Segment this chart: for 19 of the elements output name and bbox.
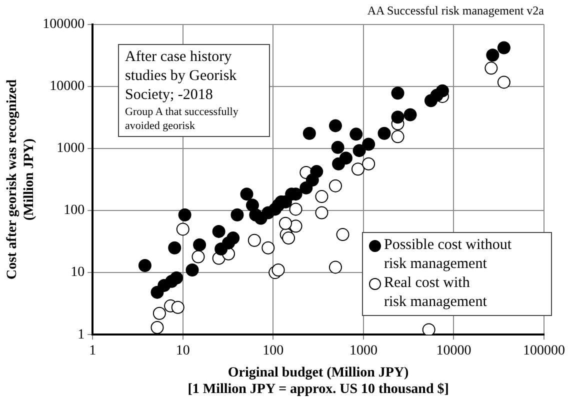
y-tick-label: 10 [70, 265, 85, 280]
legend-label: Possible cost without risk management [384, 236, 512, 274]
x-tick-label: 100 [262, 344, 284, 359]
annotation: After case history studies by Georisk Society; -2018 [125, 48, 238, 105]
x-tick-label: 100000 [523, 344, 565, 359]
y-tick-label: 1000 [56, 141, 85, 156]
x-tick-label: 10000 [436, 344, 472, 359]
y-axis-title: Cost after georisk was recognized (Million JPY) [5, 79, 37, 280]
y-tick-label: 1 [78, 327, 85, 342]
annotation: Group A that successfully avoided georisk [125, 105, 240, 133]
x-tick-label: 1000 [349, 344, 378, 359]
x-axis-title: Original budget (Million JPY) [1 Million JPY = approx. US 10 thousand $] [188, 365, 449, 398]
y-tick-label: 10000 [50, 79, 85, 94]
legend-label: Real cost with risk management [384, 274, 487, 312]
x-tick-label: 1 [89, 344, 96, 359]
y-tick-label: 100 [64, 203, 85, 218]
y-tick-label: 100000 [42, 17, 85, 32]
x-tick-label: 10 [176, 344, 190, 359]
chart-title: AA Successful risk management v2a [367, 3, 545, 18]
